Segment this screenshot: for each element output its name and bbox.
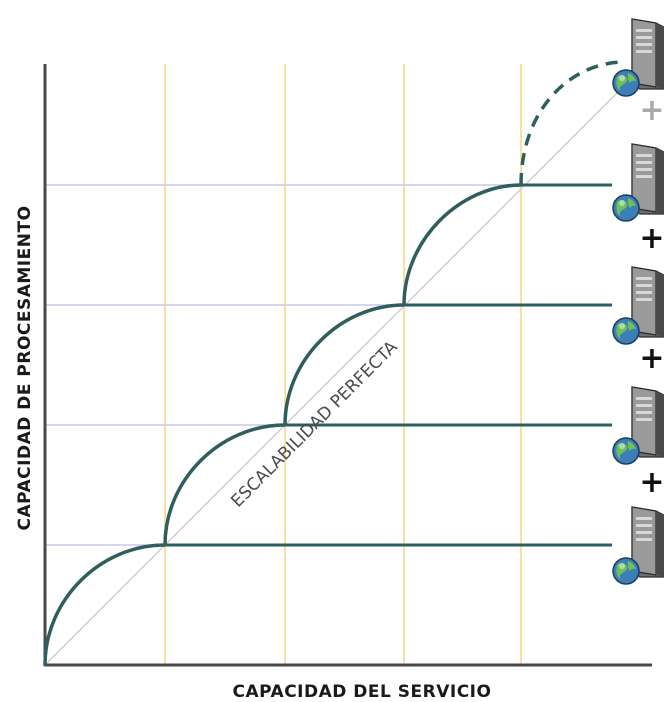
x-axis-label: CAPACIDAD DEL SERVICIO [233,682,492,702]
axes [43,64,652,667]
capacity-curve-3 [283,303,405,426]
server-icon [612,386,664,465]
server-icon [612,266,664,345]
plus-signs: + + + + [639,93,664,500]
capacity-curve-4 [402,183,522,306]
server-stack [612,18,664,585]
server-icon [612,506,664,585]
y-axis-label: CAPACIDAD DE PROCESAMIENTO [15,205,35,530]
capacity-curve-1 [43,543,166,666]
perfect-scalability-line [44,71,639,666]
horizontal-gridlines [45,184,521,546]
server-icon [612,143,664,222]
capacity-curves [43,60,626,666]
plus-sign: + [639,221,664,256]
server-icon [612,18,664,97]
capacity-curve-projected [519,60,626,186]
plus-sign: + [639,93,664,128]
plus-sign: + [639,465,664,500]
vertical-gridlines [164,64,522,665]
plus-sign: + [639,341,664,376]
capacity-curve-2 [163,423,286,546]
capacity-plateaus [165,183,612,547]
